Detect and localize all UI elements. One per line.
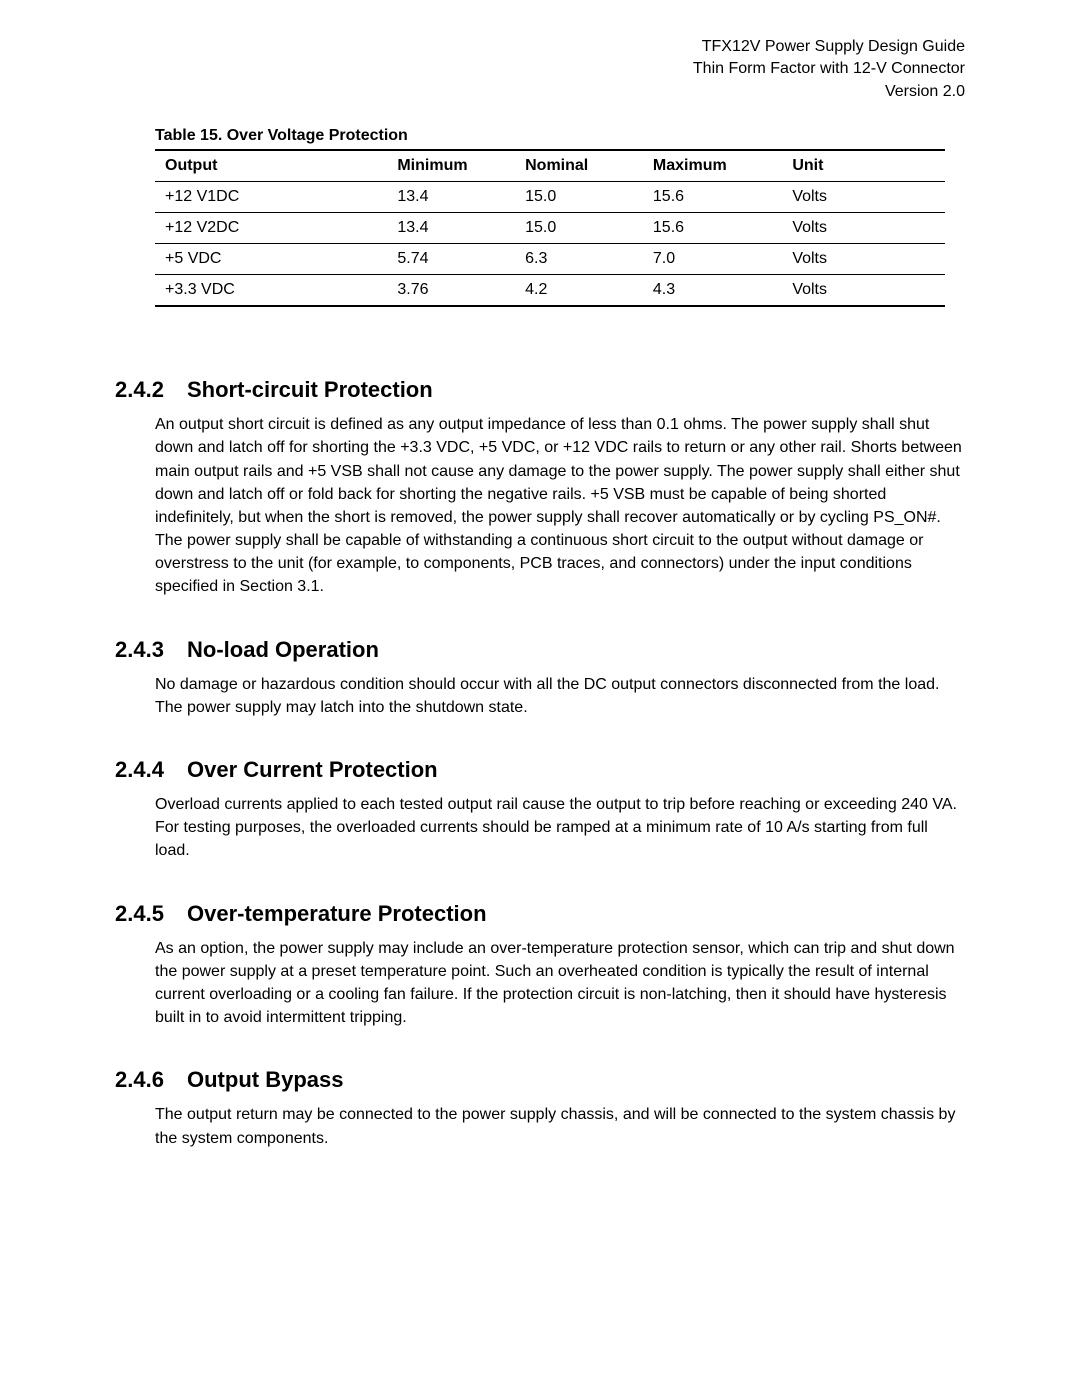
table-caption: Table 15. Over Voltage Protection	[155, 127, 965, 145]
cell-max: 4.3	[643, 275, 782, 307]
cell-min: 13.4	[387, 213, 515, 244]
header-line-1: TFX12V Power Supply Design Guide	[115, 36, 965, 58]
section-number: 2.4.5	[115, 901, 187, 927]
table-row: +5 VDC 5.74 6.3 7.0 Volts	[155, 244, 945, 275]
cell-max: 15.6	[643, 213, 782, 244]
cell-nom: 6.3	[515, 244, 643, 275]
col-unit-header: Unit	[782, 150, 945, 182]
section-title: Over Current Protection	[187, 757, 438, 783]
cell-min: 5.74	[387, 244, 515, 275]
section-heading-242: 2.4.2 Short-circuit Protection	[115, 377, 965, 403]
header-line-2: Thin Form Factor with 12-V Connector	[115, 58, 965, 80]
col-min-header: Minimum	[387, 150, 515, 182]
section-title: No-load Operation	[187, 637, 379, 663]
section-body-246: The output return may be connected to th…	[155, 1103, 965, 1149]
section-heading-246: 2.4.6 Output Bypass	[115, 1067, 965, 1093]
section-number: 2.4.3	[115, 637, 187, 663]
col-output-header: Output	[155, 150, 387, 182]
cell-min: 3.76	[387, 275, 515, 307]
section-body-244: Overload currents applied to each tested…	[155, 793, 965, 863]
section-heading-245: 2.4.5 Over-temperature Protection	[115, 901, 965, 927]
section-number: 2.4.4	[115, 757, 187, 783]
section-number: 2.4.6	[115, 1067, 187, 1093]
page-root: TFX12V Power Supply Design Guide Thin Fo…	[0, 0, 1080, 1397]
section-heading-243: 2.4.3 No-load Operation	[115, 637, 965, 663]
section-body-245: As an option, the power supply may inclu…	[155, 937, 965, 1030]
section-title: Output Bypass	[187, 1067, 343, 1093]
cell-max: 15.6	[643, 182, 782, 213]
section-title: Short-circuit Protection	[187, 377, 433, 403]
cell-min: 13.4	[387, 182, 515, 213]
page-header: TFX12V Power Supply Design Guide Thin Fo…	[115, 36, 965, 103]
section-number: 2.4.2	[115, 377, 187, 403]
cell-output: +12 V1DC	[155, 182, 387, 213]
cell-nom: 15.0	[515, 182, 643, 213]
cell-unit: Volts	[782, 275, 945, 307]
cell-nom: 4.2	[515, 275, 643, 307]
table-row: +12 V2DC 13.4 15.0 15.6 Volts	[155, 213, 945, 244]
ovp-table: Output Minimum Nominal Maximum Unit +12 …	[155, 149, 945, 307]
table-row: +12 V1DC 13.4 15.0 15.6 Volts	[155, 182, 945, 213]
cell-output: +3.3 VDC	[155, 275, 387, 307]
cell-max: 7.0	[643, 244, 782, 275]
cell-nom: 15.0	[515, 213, 643, 244]
cell-unit: Volts	[782, 213, 945, 244]
section-title: Over-temperature Protection	[187, 901, 487, 927]
table-header-row: Output Minimum Nominal Maximum Unit	[155, 150, 945, 182]
cell-unit: Volts	[782, 182, 945, 213]
cell-output: +12 V2DC	[155, 213, 387, 244]
table-row: +3.3 VDC 3.76 4.2 4.3 Volts	[155, 275, 945, 307]
col-nom-header: Nominal	[515, 150, 643, 182]
header-line-3: Version 2.0	[115, 81, 965, 103]
section-body-243: No damage or hazardous condition should …	[155, 673, 965, 719]
col-max-header: Maximum	[643, 150, 782, 182]
cell-output: +5 VDC	[155, 244, 387, 275]
cell-unit: Volts	[782, 244, 945, 275]
section-body-242: An output short circuit is defined as an…	[155, 413, 965, 599]
section-heading-244: 2.4.4 Over Current Protection	[115, 757, 965, 783]
